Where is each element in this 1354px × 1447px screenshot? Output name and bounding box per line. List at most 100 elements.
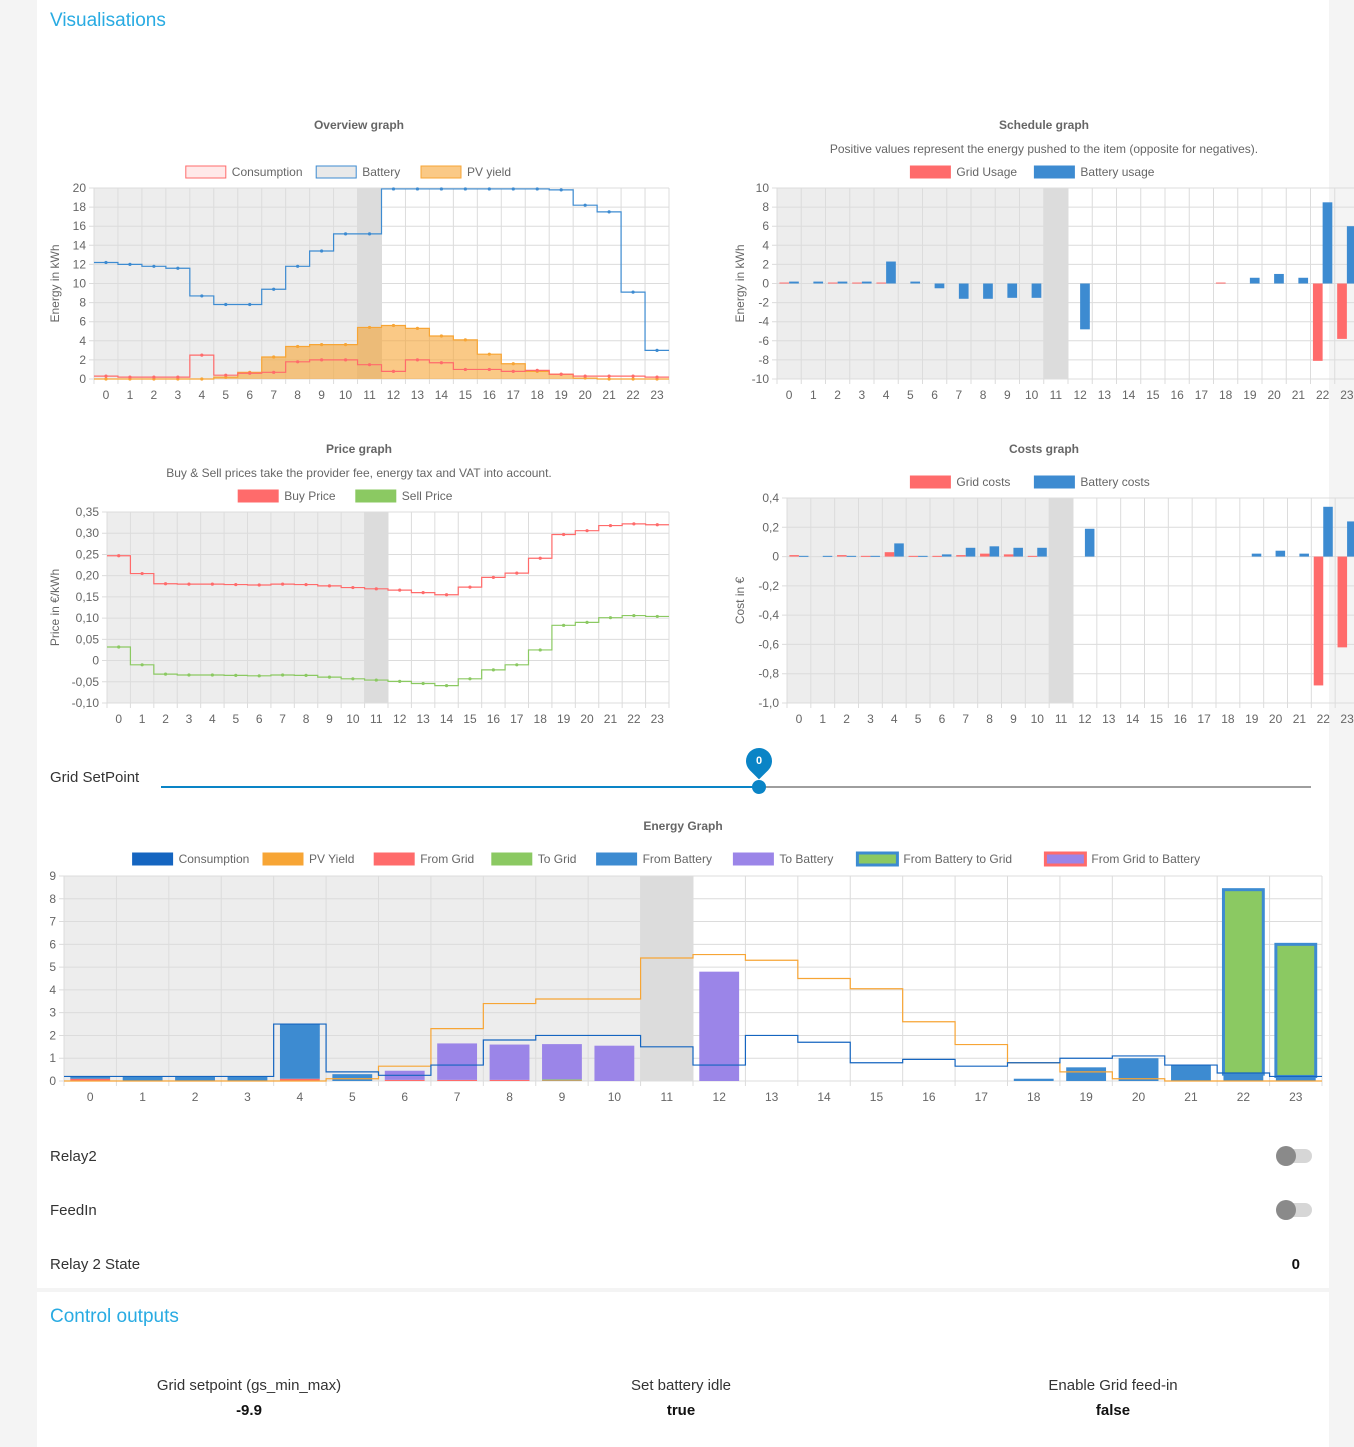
y-tick-label: 0 (772, 550, 779, 564)
battery-usage-bar (1080, 283, 1090, 330)
legend-label-3: To Grid (538, 852, 577, 866)
y-tick-label: 6 (49, 937, 56, 951)
x-tick-label: 13 (411, 388, 425, 402)
battery-point (200, 294, 204, 298)
battery-point (607, 210, 611, 214)
past-shade (107, 512, 365, 703)
buy-price-point (515, 571, 519, 575)
legend-swatch-0 (237, 489, 279, 503)
battery-point (439, 187, 443, 191)
battery-usage-bar (886, 261, 896, 284)
energy-from-battery-bar (227, 1076, 268, 1081)
sell-price-point (140, 663, 144, 667)
energy-from-battery-to-grid-bar (1274, 942, 1318, 1078)
x-tick-label: 22 (1317, 712, 1331, 726)
chart-subtitle: Buy & Sell prices take the provider fee,… (166, 466, 552, 480)
battery-point (583, 203, 587, 207)
pv-yield-point (272, 355, 276, 359)
x-tick-label: 2 (834, 388, 841, 402)
sell-price-point (257, 674, 261, 678)
y-tick-label: -6 (758, 334, 769, 348)
y-tick-label: 10 (756, 181, 770, 195)
x-tick-label: 3 (244, 1090, 251, 1104)
relay2-toggle[interactable] (1276, 1146, 1312, 1166)
y-tick-label: 4 (762, 238, 769, 252)
battery-cost-bar (1037, 547, 1047, 557)
x-tick-label: 15 (459, 388, 473, 402)
x-tick-label: 8 (506, 1090, 513, 1104)
x-tick-label: 7 (279, 712, 286, 726)
battery-cost-bar (1323, 506, 1333, 557)
battery-usage-bar (1346, 226, 1354, 284)
sell-price-point (444, 683, 449, 688)
energy-from-battery-bar (1223, 1074, 1264, 1081)
y-axis-label: Energy in kWh (48, 244, 62, 322)
x-tick-label: 13 (416, 712, 430, 726)
sell-price-point (117, 645, 121, 649)
buy-price-point (538, 556, 542, 560)
sell-price-point (421, 681, 425, 686)
feedin-label: FeedIn (50, 1202, 97, 1219)
energy-from-battery-bar (279, 1024, 320, 1079)
past-shade (787, 498, 1050, 703)
grid-usage-bar (1215, 282, 1226, 284)
buy-price-point (585, 529, 589, 533)
consumption-point (104, 374, 108, 378)
x-tick-label: 3 (175, 388, 182, 402)
battery-point (224, 302, 228, 307)
consumption-line (94, 354, 669, 378)
y-tick-label: 7 (49, 915, 56, 929)
grid-usage-bar (779, 282, 790, 284)
feedin-toggle[interactable] (1276, 1200, 1312, 1220)
x-tick-label: 19 (555, 388, 569, 402)
slider-thumb[interactable] (752, 780, 766, 794)
y-tick-label: 0,4 (762, 491, 779, 505)
x-tick-label: 22 (627, 712, 641, 726)
x-tick-label: 21 (1292, 388, 1306, 402)
buy-price-point (398, 588, 402, 592)
battery-point (631, 290, 635, 294)
x-tick-label: 0 (115, 712, 122, 726)
y-tick-label: 0 (79, 372, 86, 386)
energy-from-battery-bar (1013, 1078, 1054, 1081)
buy-price-point (562, 532, 566, 537)
legend-label-2: From Grid (420, 852, 474, 866)
x-tick-label: 10 (1031, 712, 1045, 726)
y-tick-label: -0,05 (72, 675, 100, 689)
x-tick-label: 16 (483, 388, 497, 402)
consumption-point (320, 358, 324, 362)
grid-usage-bar (876, 282, 887, 284)
x-tick-label: 6 (931, 388, 938, 402)
battery-usage-bar (958, 283, 969, 299)
pv-yield-point (463, 338, 467, 342)
buy-price-point (234, 582, 238, 587)
x-tick-label: 9 (1010, 712, 1017, 726)
x-tick-label: 20 (1267, 388, 1281, 402)
x-tick-label: 14 (440, 712, 454, 726)
energy-from-battery-bar (332, 1074, 373, 1081)
consumption-point (535, 368, 539, 373)
buy-price-point (421, 591, 425, 595)
legend-label-2: PV yield (467, 165, 511, 179)
grid-cost-bar (1313, 556, 1324, 686)
grid-cost-bar (789, 555, 799, 557)
x-tick-label: 16 (1174, 712, 1188, 726)
grid-cost-bar (1337, 556, 1348, 648)
grid-cost-bar (932, 555, 942, 557)
grid-setpoint-slider[interactable]: 0 (161, 742, 1311, 798)
battery-point (320, 249, 324, 253)
pv-yield-point (343, 343, 348, 347)
current-hour-shade (640, 876, 693, 1081)
sell-price-point (585, 620, 589, 624)
x-tick-label: 15 (1150, 712, 1164, 726)
energy-from-grid-bar (437, 1079, 478, 1081)
sell-price-point (468, 677, 472, 681)
consumption-point (176, 375, 180, 379)
y-axis-label: Cost in € (733, 576, 747, 624)
y-tick-label: 2 (49, 1028, 56, 1042)
legend-swatch-0 (909, 165, 951, 179)
x-tick-label: 10 (1025, 388, 1039, 402)
y-tick-label: 9 (49, 869, 56, 883)
x-tick-label: 17 (1195, 388, 1209, 402)
battery-point (104, 260, 108, 265)
